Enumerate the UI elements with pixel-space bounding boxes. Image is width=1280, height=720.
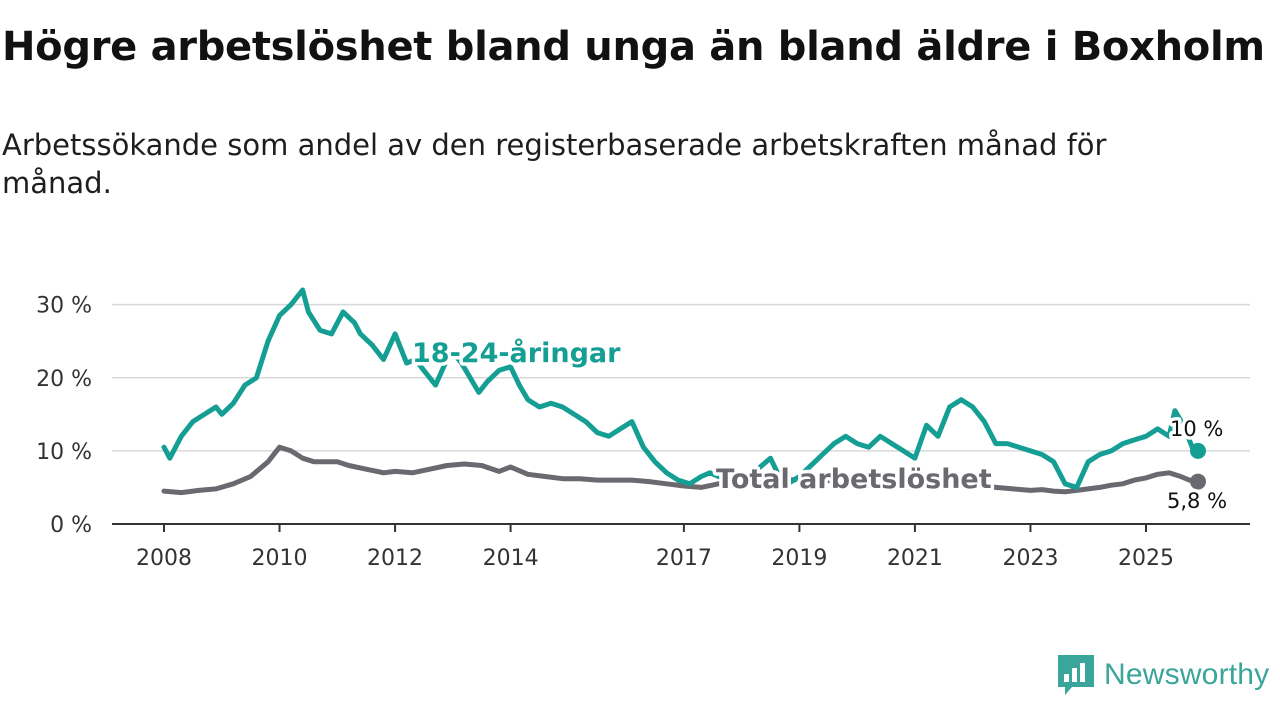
youth-end-label: 10 %: [1170, 417, 1223, 441]
x-tick-label: 2008: [136, 546, 192, 571]
y-tick-label: 10 %: [36, 440, 92, 465]
grid-layer: [112, 303, 1250, 452]
series-layer: [161, 287, 1206, 496]
y-tick-label: 30 %: [36, 294, 92, 319]
total-series-line: [161, 444, 1201, 496]
youth-end-point: [1189, 442, 1206, 459]
chart-title: Högre arbetslöshet bland unga än bland ä…: [2, 24, 1265, 70]
x-tick-label: 2025: [1118, 546, 1174, 571]
label-layer: 18-24-åringar Total arbetslöshet 10 % 5,8 %: [409, 334, 1231, 517]
x-tick-label: 2019: [771, 546, 827, 571]
x-tick-label: 2010: [252, 546, 308, 571]
chart-subtitle: Arbetssökande som andel av den registerb…: [2, 128, 1107, 200]
total-series-label: Total arbetslöshet: [716, 464, 992, 495]
x-tick-label: 2021: [887, 546, 943, 571]
newsworthy-icon: [1058, 655, 1094, 695]
youth-series-line: [161, 287, 1201, 490]
x-tick-label: 2014: [483, 546, 539, 571]
total-end-point: [1189, 473, 1206, 490]
y-tick-label: 0 %: [50, 513, 92, 538]
youth-series-label: 18-24-åringar: [412, 337, 621, 369]
x-tick-label: 2023: [1002, 546, 1058, 571]
total-end-label: 5,8 %: [1167, 489, 1227, 513]
x-tick-label: 2012: [367, 546, 423, 571]
brand-name: Newsworthy: [1104, 658, 1270, 691]
axis-layer: 0 % 10 % 20 % 30 % 2008 2010 2012 2014 2017 2019 2…: [36, 294, 1250, 571]
newsworthy-logo[interactable]: Newsworthy: [1058, 655, 1269, 695]
y-tick-label: 20 %: [36, 367, 92, 392]
x-tick-label: 2017: [656, 546, 712, 571]
